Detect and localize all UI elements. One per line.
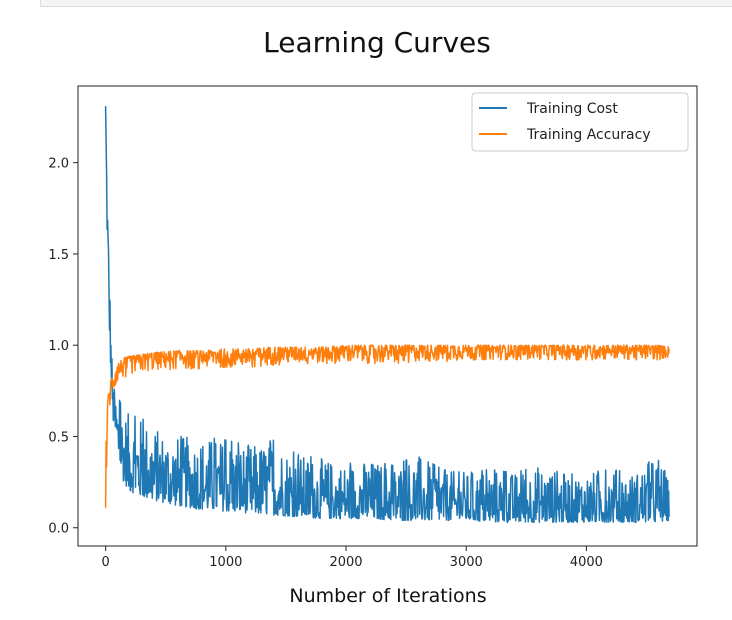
series-line-training-accuracy bbox=[104, 344, 670, 508]
legend-label-training-accuracy: Training Accuracy bbox=[526, 127, 651, 143]
x-axis-label: Number of Iterations bbox=[289, 585, 486, 607]
series-layer bbox=[104, 106, 670, 524]
legend: Training Cost Training Accuracy bbox=[471, 92, 689, 152]
x-axis: 0 1000 2000 3000 4000 bbox=[102, 546, 603, 570]
plot-frame bbox=[77, 85, 698, 547]
series-line-training-cost bbox=[104, 106, 670, 524]
y-tick-label: 0.5 bbox=[48, 430, 69, 445]
y-tick-label: 1.5 bbox=[48, 248, 69, 263]
legend-label-training-cost: Training Cost bbox=[526, 101, 618, 117]
x-tick-label: 0 bbox=[102, 555, 110, 570]
x-tick-label: 1000 bbox=[209, 555, 242, 570]
legend-box bbox=[471, 92, 689, 152]
y-tick-label: 1.0 bbox=[48, 339, 69, 354]
notebook-cell-top-bar bbox=[40, 0, 732, 7]
chart-title: Learning Curves bbox=[263, 26, 491, 59]
x-tick-label: 4000 bbox=[570, 555, 603, 570]
x-tick-label: 2000 bbox=[329, 555, 362, 570]
y-axis: 0.0 0.5 1.0 1.5 2.0 bbox=[48, 157, 78, 537]
y-tick-label: 2.0 bbox=[48, 157, 69, 172]
x-tick-label: 3000 bbox=[450, 555, 483, 570]
y-tick-label: 0.0 bbox=[48, 522, 69, 537]
